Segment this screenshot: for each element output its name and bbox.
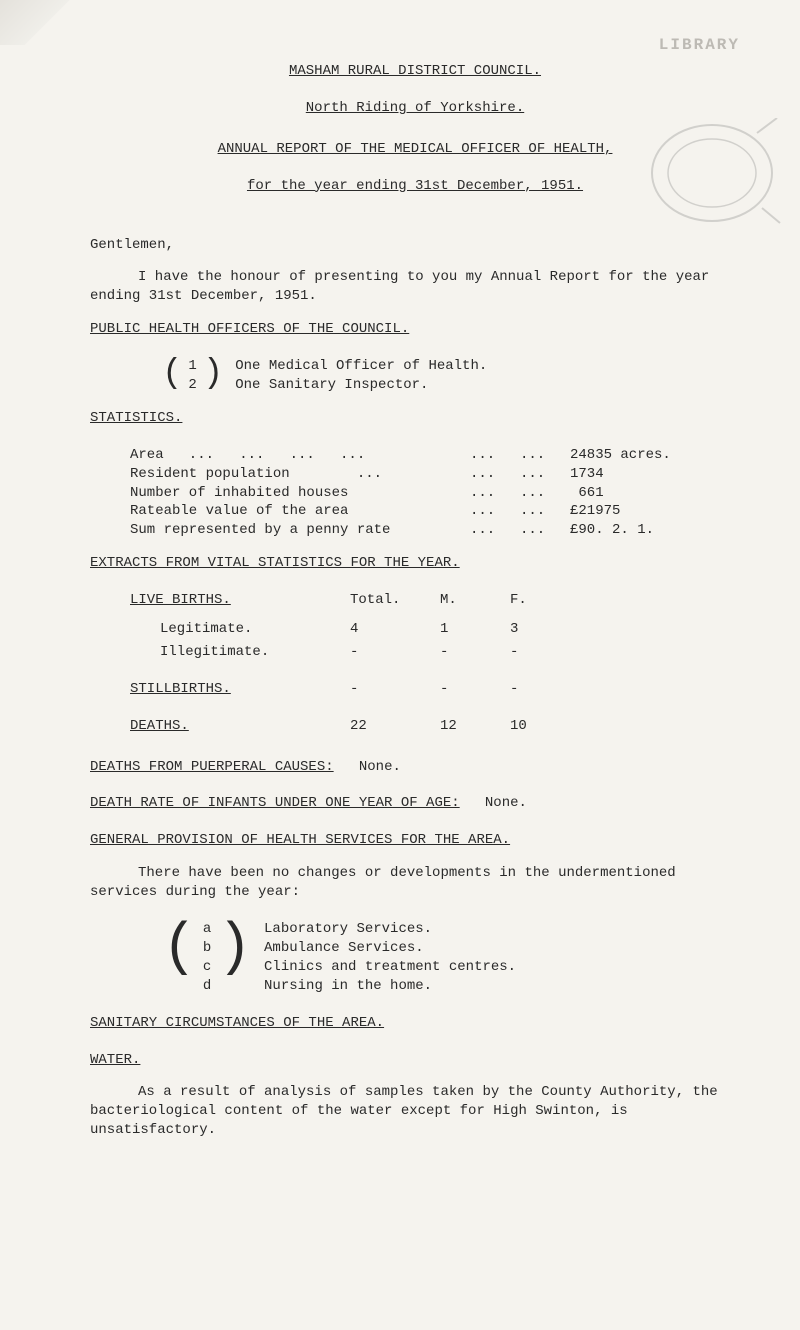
- stat-label: Number of inhabited houses: [130, 484, 470, 503]
- title-line-3: ANNUAL REPORT OF THE MEDICAL OFFICER OF …: [218, 141, 613, 157]
- officer-item-num: 1: [188, 357, 196, 376]
- service-item-key: a: [203, 920, 211, 939]
- stat-value: 1734: [570, 465, 690, 484]
- intro-paragraph: I have the honour of presenting to you m…: [90, 268, 740, 306]
- stat-label: Area ... ... ... ...: [130, 446, 470, 465]
- title-line-2: North Riding of Yorkshire.: [306, 100, 524, 116]
- salutation: Gentlemen,: [90, 237, 174, 253]
- infant-death-rate-heading: DEATH RATE OF INFANTS UNDER ONE YEAR OF …: [90, 795, 460, 811]
- title-line-1: MASHAM RURAL DISTRICT COUNCIL.: [289, 63, 541, 79]
- stat-row: Resident population ... ... ... 1734: [130, 465, 740, 484]
- puerperal-value: [342, 759, 359, 775]
- water-paragraph: As a result of analysis of samples taken…: [90, 1083, 740, 1140]
- officer-item-text: One Medical Officer of Health.: [235, 357, 487, 376]
- deaths-label: DEATHS.: [130, 718, 189, 734]
- puerperal-value-text: None.: [359, 759, 401, 775]
- stat-row: Number of inhabited houses ... ... 661: [130, 484, 740, 503]
- stillbirths-m: -: [440, 680, 510, 699]
- officer-item-num: 2: [188, 376, 196, 395]
- stat-value: 24835 acres.: [570, 446, 690, 465]
- service-item-key: d: [203, 977, 211, 996]
- faint-header-text: LIBRARY: [659, 35, 740, 57]
- statistics-heading: STATISTICS.: [90, 410, 182, 426]
- births-f: -: [510, 643, 580, 662]
- officer-item-text: One Sanitary Inspector.: [235, 376, 487, 395]
- stillbirths-row: STILLBIRTHS. - - -: [130, 680, 740, 699]
- births-row: Illegitimate. - - -: [160, 643, 740, 662]
- col-total: Total.: [350, 591, 440, 610]
- stat-dots: ...: [470, 521, 520, 540]
- infant-death-rate-value: None.: [485, 795, 527, 811]
- stillbirths-label: STILLBIRTHS.: [130, 681, 231, 697]
- brace-left-icon: (: [160, 357, 184, 395]
- live-births-label: LIVE BIRTHS.: [130, 592, 231, 608]
- general-provision-para: There have been no changes or developmen…: [90, 864, 740, 902]
- services-braced-list: ( a b c d ) Laboratory Services. Ambulan…: [160, 920, 740, 996]
- stat-label: Sum represented by a penny rate: [130, 521, 470, 540]
- stat-dots: ...: [520, 446, 570, 465]
- deaths-row: DEATHS. 22 12 10: [130, 717, 740, 736]
- stat-label: Rateable value of the area: [130, 502, 470, 521]
- stat-row: Area ... ... ... ... ... ... 24835 acres…: [130, 446, 740, 465]
- births-total: -: [350, 643, 440, 662]
- extracts-heading: EXTRACTS FROM VITAL STATISTICS FOR THE Y…: [90, 555, 460, 571]
- deaths-m: 12: [440, 717, 510, 736]
- stat-dots: ...: [520, 484, 570, 503]
- stat-dots: ...: [470, 446, 520, 465]
- service-item-text: Nursing in the home.: [264, 977, 516, 996]
- births-row-label: Illegitimate.: [160, 643, 350, 662]
- service-item-text: Ambulance Services.: [264, 939, 516, 958]
- stat-row: Rateable value of the area ... ... £2197…: [130, 502, 740, 521]
- stat-label: Resident population ...: [130, 465, 470, 484]
- births-row: Legitimate. 4 1 3: [160, 620, 740, 639]
- stat-dots: ...: [470, 465, 520, 484]
- deaths-f: 10: [510, 717, 580, 736]
- service-item-key: b: [203, 939, 211, 958]
- brace-right-icon: ): [201, 357, 225, 395]
- brace-right-icon: ): [215, 920, 254, 996]
- stat-dots: ...: [470, 502, 520, 521]
- deaths-total: 22: [350, 717, 440, 736]
- puerperal-heading: DEATHS FROM PUERPERAL CAUSES:: [90, 759, 334, 775]
- col-m: M.: [440, 591, 510, 610]
- service-item-text: Laboratory Services.: [264, 920, 516, 939]
- circular-stamp-decoration: [642, 118, 782, 228]
- service-item-text: Clinics and treatment centres.: [264, 958, 516, 977]
- births-total: 4: [350, 620, 440, 639]
- stat-dots: ...: [520, 502, 570, 521]
- births-m: 1: [440, 620, 510, 639]
- brace-left-icon: (: [160, 920, 199, 996]
- col-f: F.: [510, 591, 580, 610]
- births-row-label: Legitimate.: [160, 620, 350, 639]
- general-provision-heading: GENERAL PROVISION OF HEALTH SERVICES FOR…: [90, 832, 510, 848]
- stillbirths-total: -: [350, 680, 440, 699]
- births-m: -: [440, 643, 510, 662]
- stat-row: Sum represented by a penny rate ... ... …: [130, 521, 740, 540]
- infant-death-rate-spacer: [468, 795, 485, 811]
- public-health-heading: PUBLIC HEALTH OFFICERS OF THE COUNCIL.: [90, 321, 409, 337]
- statistics-table: Area ... ... ... ... ... ... 24835 acres…: [130, 446, 740, 540]
- officers-braced-list: ( 1 2 ) One Medical Officer of Health. O…: [160, 357, 740, 395]
- stat-value: £21975: [570, 502, 690, 521]
- stat-value: 661: [570, 484, 690, 503]
- stat-dots: ...: [470, 484, 520, 503]
- page-fold-decoration: [0, 0, 70, 45]
- stat-dots: ...: [520, 521, 570, 540]
- sanitary-heading: SANITARY CIRCUMSTANCES OF THE AREA.: [90, 1015, 384, 1031]
- water-heading: WATER.: [90, 1052, 140, 1068]
- stillbirths-f: -: [510, 680, 580, 699]
- stat-value: £90. 2. 1.: [570, 521, 690, 540]
- title-line-4: for the year ending 31st December, 1951.: [247, 178, 583, 194]
- births-f: 3: [510, 620, 580, 639]
- live-births-header: LIVE BIRTHS. Total. M. F.: [130, 591, 740, 610]
- stat-dots: ...: [520, 465, 570, 484]
- service-item-key: c: [203, 958, 211, 977]
